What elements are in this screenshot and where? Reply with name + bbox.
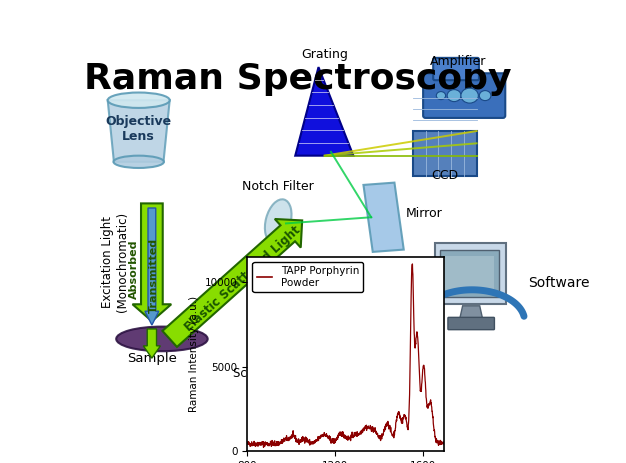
Text: Software: Software bbox=[528, 275, 589, 290]
Polygon shape bbox=[108, 100, 170, 162]
Text: CCD: CCD bbox=[431, 169, 458, 182]
Ellipse shape bbox=[480, 91, 491, 100]
FancyArrow shape bbox=[145, 208, 159, 325]
Polygon shape bbox=[364, 182, 404, 252]
FancyArrow shape bbox=[162, 219, 302, 347]
Polygon shape bbox=[295, 67, 353, 156]
Text: Mirror: Mirror bbox=[405, 207, 442, 220]
Ellipse shape bbox=[447, 90, 461, 101]
Text: Grating: Grating bbox=[301, 48, 348, 61]
FancyBboxPatch shape bbox=[434, 243, 506, 304]
Ellipse shape bbox=[108, 93, 170, 108]
FancyArrow shape bbox=[133, 203, 172, 321]
Ellipse shape bbox=[265, 199, 292, 243]
Ellipse shape bbox=[116, 326, 208, 351]
Text: Transmitted: Transmitted bbox=[149, 238, 159, 313]
Text: Objective
Lens: Objective Lens bbox=[106, 115, 172, 144]
FancyBboxPatch shape bbox=[413, 131, 476, 175]
FancyBboxPatch shape bbox=[423, 73, 505, 118]
Text: Raman Spectroscopy: Raman Spectroscopy bbox=[85, 62, 512, 96]
Text: Elastic Scattered Light: Elastic Scattered Light bbox=[182, 224, 303, 334]
FancyBboxPatch shape bbox=[433, 58, 479, 80]
Text: Amplifier: Amplifier bbox=[430, 55, 486, 68]
Ellipse shape bbox=[113, 156, 164, 168]
Text: Inelastic
Scattered Light: Inelastic Scattered Light bbox=[233, 352, 324, 380]
Text: Notch Filter: Notch Filter bbox=[242, 180, 314, 193]
FancyBboxPatch shape bbox=[444, 256, 495, 293]
Text: Sample: Sample bbox=[127, 352, 177, 365]
FancyBboxPatch shape bbox=[440, 250, 499, 297]
FancyArrow shape bbox=[143, 329, 160, 358]
Polygon shape bbox=[459, 306, 483, 319]
Ellipse shape bbox=[436, 92, 446, 100]
Ellipse shape bbox=[461, 88, 478, 103]
FancyBboxPatch shape bbox=[448, 317, 495, 330]
Legend: TAPP Porphyrin
Powder: TAPP Porphyrin Powder bbox=[252, 262, 363, 292]
Text: Excitation Light
(Monochromatic): Excitation Light (Monochromatic) bbox=[101, 212, 130, 312]
Text: Absorbed: Absorbed bbox=[129, 240, 139, 300]
Y-axis label: Raman Intensity (a.u.): Raman Intensity (a.u.) bbox=[190, 296, 199, 412]
